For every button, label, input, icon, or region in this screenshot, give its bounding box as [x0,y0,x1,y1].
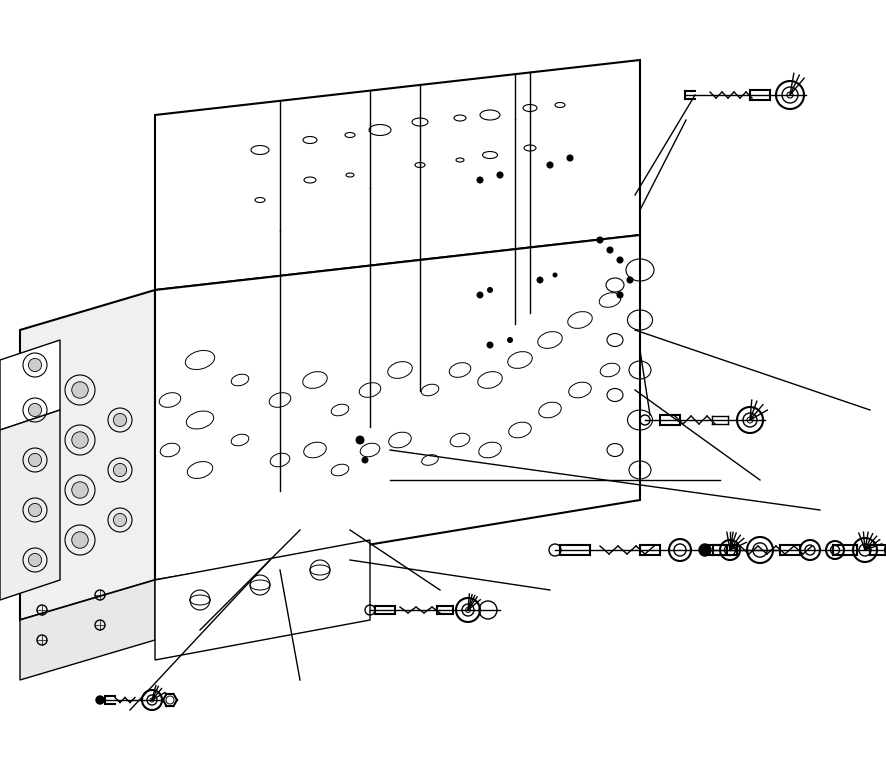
Circle shape [626,277,633,283]
Circle shape [477,292,483,298]
Circle shape [72,431,88,449]
Circle shape [72,482,88,498]
Circle shape [28,453,42,466]
Polygon shape [155,235,640,580]
Circle shape [698,544,711,556]
Circle shape [113,414,127,427]
Circle shape [486,342,493,348]
Circle shape [496,172,502,178]
Circle shape [355,436,363,444]
Circle shape [606,247,612,253]
Circle shape [72,382,88,398]
Circle shape [28,359,42,372]
Circle shape [113,514,127,527]
Circle shape [96,696,104,704]
Circle shape [113,463,127,476]
Polygon shape [20,580,155,680]
Circle shape [536,277,542,283]
Polygon shape [0,410,60,600]
Circle shape [28,553,42,566]
Circle shape [596,237,602,243]
Polygon shape [0,340,60,430]
Polygon shape [155,540,369,660]
Circle shape [28,404,42,417]
Circle shape [552,273,556,277]
Polygon shape [20,290,155,620]
Circle shape [72,532,88,549]
Circle shape [507,338,512,342]
Circle shape [28,504,42,517]
Polygon shape [155,60,640,290]
Circle shape [361,457,368,463]
Circle shape [566,155,572,161]
Circle shape [617,292,622,298]
Circle shape [477,177,483,183]
Circle shape [547,162,552,168]
Circle shape [617,257,622,263]
Circle shape [487,287,492,293]
